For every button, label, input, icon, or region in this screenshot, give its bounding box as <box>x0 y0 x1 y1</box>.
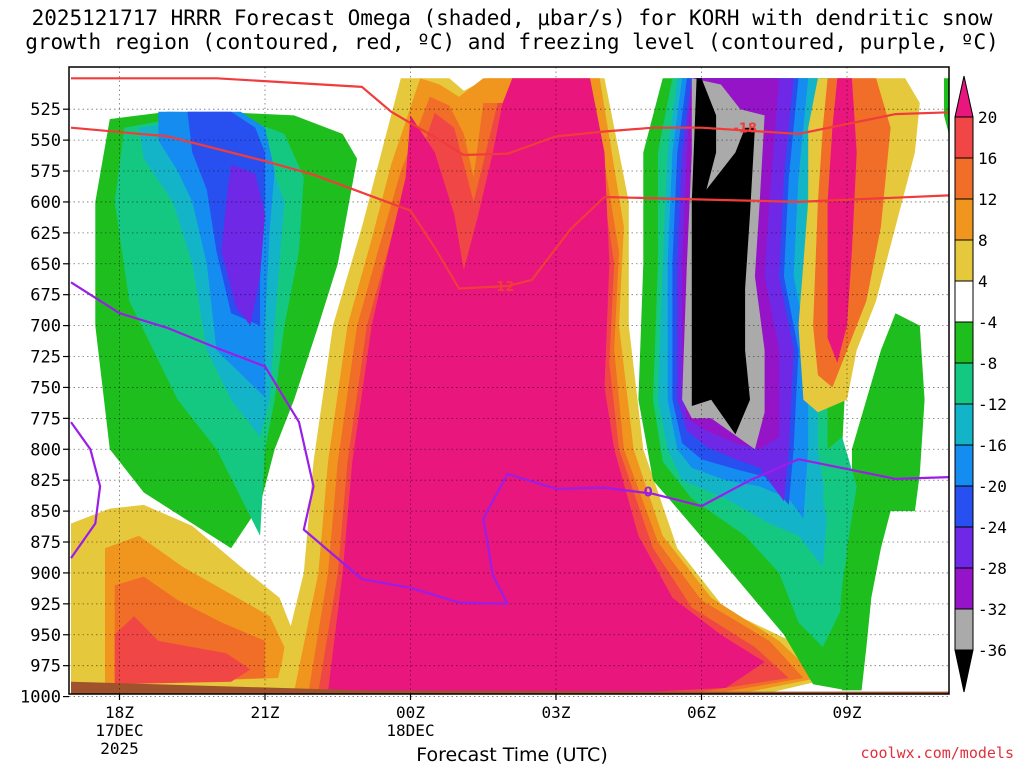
colorbar-band--28 to -24 <box>954 526 974 569</box>
grid-lines <box>69 67 949 697</box>
y-tick-label-625: 625 <box>30 224 61 244</box>
omega-plume-magenta <box>328 78 765 692</box>
y-tick-label-575: 575 <box>30 162 61 182</box>
y-tick-label-950: 950 <box>30 626 61 646</box>
y-tick-label-600: 600 <box>30 193 61 213</box>
omega-lowlevel-red <box>114 616 251 685</box>
y-tick-label-725: 725 <box>30 348 61 368</box>
colorbar-band-16 to 20 <box>954 116 974 159</box>
contour-lines: -18 -12 0 <box>70 77 949 605</box>
contour-label-0C: 0 <box>644 485 653 500</box>
colorbar-band-12 to 16 <box>954 157 974 200</box>
x-tick-label-00Z: 00Z <box>396 703 425 722</box>
colorbar-label--32: -32 <box>978 600 1007 619</box>
y-tick-label-750: 750 <box>30 378 61 398</box>
omega-far-right-green-upper <box>944 78 949 135</box>
chart-title-line-2: growth region (contoured, red, ºC) and f… <box>25 30 999 54</box>
y-tick-label-900: 900 <box>30 564 61 584</box>
source-credit: coolwx.com/models <box>860 744 1014 762</box>
y-tick-label-975: 975 <box>30 657 61 677</box>
y-tick-label-675: 675 <box>30 286 61 306</box>
y-tick-label-700: 700 <box>30 317 61 337</box>
ground <box>71 681 949 694</box>
x-tick-label-09Z: 09Z <box>833 703 862 722</box>
colorbar-band-8 to 12 <box>954 198 974 241</box>
y-tick-label-1000: 1000 <box>20 688 61 708</box>
y-tick-label-650: 650 <box>30 255 61 275</box>
y-tick-label-925: 925 <box>30 595 61 615</box>
x-tick-sublabel-2025: 2025 <box>100 739 139 758</box>
colorbar-label-20: 20 <box>978 108 997 127</box>
colorbar-label-12: 12 <box>978 190 997 209</box>
contour--12C <box>70 126 949 290</box>
y-axis: 525 550 575 600 625 650 675 700 725 750 775 800 825 8… <box>20 100 69 708</box>
contour-label--18C: -18 <box>733 122 757 137</box>
y-tick-label-800: 800 <box>30 440 61 460</box>
colorbar-label-16: 16 <box>978 149 997 168</box>
colorbar-band->20 <box>954 75 974 118</box>
x-tick-label-03Z: 03Z <box>542 703 571 722</box>
colorbar-band--20 to -16 <box>954 444 974 487</box>
plot-frame <box>68 66 950 695</box>
y-tick-label-875: 875 <box>30 533 61 553</box>
colorbar-label--4: -4 <box>978 313 997 332</box>
x-axis-label: Forecast Time (UTC) <box>416 744 608 766</box>
plot-area <box>71 78 949 694</box>
contour--18C <box>71 77 949 157</box>
y-tick-label-825: 825 <box>30 471 61 491</box>
contour-0C <box>70 281 949 605</box>
colorbar-band--12 to -8 <box>954 362 974 405</box>
colorbar-label--12: -12 <box>978 395 1007 414</box>
omega-far-right-green-lower <box>837 313 925 691</box>
y-tick-label-550: 550 <box>30 131 61 151</box>
colorbar-label--20: -20 <box>978 477 1007 496</box>
omega-far-right-magenta <box>827 78 857 363</box>
chart-title-line-1: 2025121717 HRRR Forecast Omega (shaded, … <box>31 6 993 30</box>
contour-label--12C: -12 <box>491 280 515 295</box>
omega-right-black <box>691 78 755 435</box>
y-tick-label-775: 775 <box>30 409 61 429</box>
y-tick-label-850: 850 <box>30 502 61 522</box>
colorbar-label--28: -28 <box>978 559 1007 578</box>
colorbar-band--24 to -20 <box>954 485 974 528</box>
x-tick-label-18Z: 18Z <box>105 703 134 722</box>
colorbar-label--16: -16 <box>978 436 1007 455</box>
x-tick-label-21Z: 21Z <box>251 703 280 722</box>
colorbar-band--32 to -28 <box>954 567 974 610</box>
colorbar-band-4 to 8 <box>954 239 974 282</box>
colorbar-band--8 to -4 <box>954 321 974 364</box>
colorbar-band-<-36 <box>954 649 974 693</box>
colorbar-band--16 to -12 <box>954 403 974 446</box>
colorbar-label-4: 4 <box>978 272 988 291</box>
colorbar-label-8: 8 <box>978 231 988 250</box>
colorbar-label--8: -8 <box>978 354 997 373</box>
y-tick-label-525: 525 <box>30 100 61 120</box>
omega-purple-left <box>221 164 265 326</box>
colorbar-label--24: -24 <box>978 518 1007 537</box>
omega-far-right-teal-strip <box>822 436 857 549</box>
colorbar-band--4 to 4 <box>954 280 974 323</box>
colorbar-label--36: -36 <box>978 641 1007 660</box>
contour-0C-left <box>70 421 102 559</box>
chart-title: 2025121717 HRRR Forecast Omega (shaded, … <box>0 6 1024 54</box>
x-tick-label-06Z: 06Z <box>687 703 716 722</box>
x-tick-sublabel-18DEC: 18DEC <box>386 721 434 740</box>
colorbar: 20 16 12 8 4 -4 -8 -12 -16 -20 -24 -28 -32 -36 <box>954 75 1007 693</box>
x-tick-sublabel-17DEC: 17DEC <box>95 721 143 740</box>
colorbar-band--36 to -32 <box>954 608 974 651</box>
